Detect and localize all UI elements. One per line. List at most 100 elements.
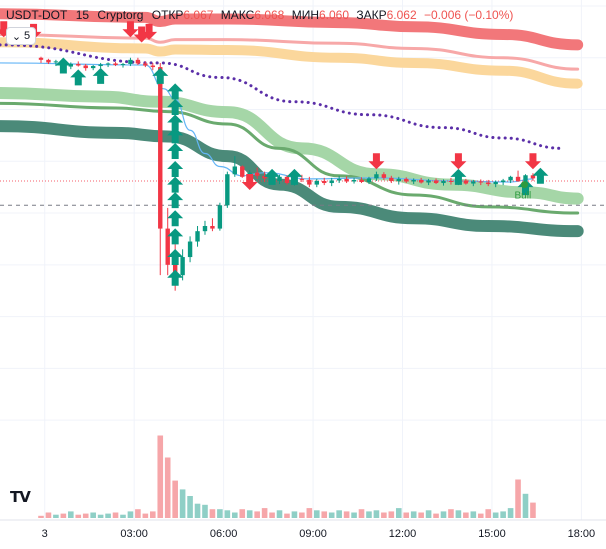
sell-arrow-icon bbox=[0, 21, 12, 38]
volume-bar bbox=[164, 457, 171, 518]
candle-body bbox=[530, 175, 536, 179]
legend-symbol[interactable]: USDT-DOT bbox=[6, 8, 68, 22]
volume-bar bbox=[470, 511, 477, 518]
legend-close-label: ЗАКР bbox=[356, 8, 387, 22]
volume-bar bbox=[187, 496, 193, 518]
x-tick-label: 09:00 bbox=[299, 528, 327, 540]
buy-arrow-icon bbox=[92, 67, 109, 84]
candle-body bbox=[240, 166, 245, 177]
legend-open-value: 6.067 bbox=[183, 8, 214, 22]
volume-bar bbox=[157, 435, 164, 518]
candle-body bbox=[307, 179, 312, 185]
ma-mid-green bbox=[0, 101, 580, 215]
volume-bar bbox=[105, 513, 111, 518]
candle-body bbox=[277, 176, 282, 181]
candle-body bbox=[232, 166, 237, 175]
volume-bar bbox=[358, 509, 365, 518]
chevron-down-icon: ⌄ bbox=[11, 30, 22, 43]
candle-body bbox=[254, 172, 260, 176]
indicators-toggle-button[interactable]: ⌄ 5 bbox=[6, 27, 36, 45]
sell-arrow-icon bbox=[450, 153, 467, 170]
buy-arrow-icon bbox=[167, 249, 184, 266]
volume-bar bbox=[179, 489, 186, 518]
candle-body bbox=[396, 178, 401, 181]
volume-bar bbox=[276, 510, 283, 518]
candle-body bbox=[53, 61, 59, 63]
volume-bar bbox=[172, 480, 178, 518]
candle-body bbox=[202, 226, 208, 232]
dotted-trend bbox=[0, 43, 565, 150]
volume-bar bbox=[194, 503, 201, 518]
volume-bar bbox=[477, 513, 484, 518]
volume-bar bbox=[366, 511, 372, 518]
candle-body bbox=[98, 64, 103, 67]
volume-bar bbox=[60, 513, 67, 518]
volume-bar bbox=[120, 514, 126, 518]
candle-body bbox=[165, 228, 170, 265]
candle-body bbox=[344, 178, 349, 182]
buy-arrow-icon bbox=[167, 98, 184, 115]
buy-arrow-icon bbox=[167, 192, 184, 209]
candle-body bbox=[143, 63, 148, 66]
volume-bar bbox=[306, 508, 313, 518]
moving-average-bands bbox=[0, 8, 584, 238]
buy-arrow-icon bbox=[152, 67, 169, 84]
buy-arrow-icon bbox=[55, 57, 72, 74]
x-tick-label: 15:00 bbox=[478, 528, 506, 540]
volume-bar bbox=[90, 512, 96, 518]
buy-arrow-icon bbox=[450, 168, 467, 185]
candle-body bbox=[515, 176, 521, 181]
volume-bar bbox=[142, 513, 149, 518]
candle-body bbox=[195, 231, 200, 242]
x-tick-label: 03:00 bbox=[120, 528, 148, 540]
candle-body bbox=[284, 176, 290, 184]
volume-bar bbox=[433, 513, 439, 518]
volume-bar bbox=[82, 513, 89, 518]
volume-bar bbox=[410, 511, 417, 518]
buy-arrow-icon bbox=[167, 176, 184, 193]
sell-arrow-icon bbox=[141, 23, 158, 40]
buy-arrow-icon bbox=[167, 269, 184, 286]
volume-bar bbox=[321, 511, 328, 518]
band-upper-yellow bbox=[0, 37, 583, 89]
candle-body bbox=[381, 174, 387, 178]
candle-body bbox=[46, 59, 51, 63]
volume-bar bbox=[217, 509, 223, 518]
bull-label: Bull bbox=[514, 191, 531, 202]
volume-bar bbox=[395, 508, 402, 518]
candle-body bbox=[366, 178, 372, 182]
candle-body bbox=[418, 179, 424, 183]
candle-body bbox=[180, 257, 185, 276]
candle-body bbox=[329, 180, 334, 184]
candlesticks bbox=[38, 56, 536, 291]
legend-open-label: ОТКР bbox=[151, 8, 184, 22]
legend-low-label: МИН bbox=[291, 8, 319, 22]
volume-bar bbox=[135, 509, 141, 518]
volume-bar bbox=[463, 512, 469, 518]
buy-arrow-icon bbox=[167, 114, 184, 131]
volume-bar bbox=[440, 511, 447, 518]
sell-arrow-icon bbox=[133, 26, 150, 43]
candle-body bbox=[38, 57, 44, 60]
volume-bar bbox=[381, 512, 387, 518]
candle-body bbox=[336, 178, 342, 181]
volume-bar bbox=[254, 511, 260, 518]
tradingview-logo-icon[interactable]: TV bbox=[10, 488, 31, 506]
legend-interval[interactable]: 15 bbox=[75, 8, 90, 22]
volume-bar bbox=[522, 493, 529, 518]
volume-bar bbox=[328, 512, 335, 518]
annotations: Bull bbox=[514, 181, 531, 202]
volume-bar bbox=[485, 509, 492, 518]
volume-bar bbox=[209, 509, 216, 518]
volume-bar bbox=[448, 509, 454, 518]
sell-arrow-icon bbox=[368, 153, 385, 170]
bull-marker-dot bbox=[520, 181, 528, 189]
volume-bar bbox=[38, 515, 44, 518]
candle-body bbox=[471, 181, 476, 184]
candle-body bbox=[411, 179, 416, 182]
candle-body bbox=[135, 59, 141, 64]
candle-body bbox=[128, 59, 133, 64]
buy-arrow-icon bbox=[167, 210, 184, 227]
indicators-count: 5 bbox=[24, 30, 31, 42]
